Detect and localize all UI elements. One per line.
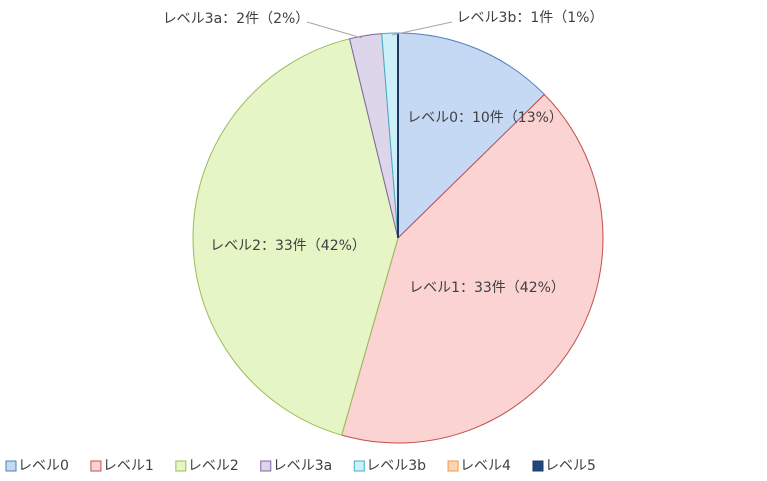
legend-label: レベル3b bbox=[366, 458, 426, 474]
data-label: レベル0：10件（13%） bbox=[407, 110, 563, 126]
legend-swatch bbox=[353, 460, 365, 472]
pie-slice bbox=[341, 93, 604, 444]
legend-swatch bbox=[532, 460, 544, 472]
data-label: レベル2：33件（42%） bbox=[210, 238, 366, 254]
pie-slice bbox=[192, 38, 399, 436]
legend-label: レベル3a bbox=[273, 458, 333, 474]
legend-label: レベル5 bbox=[545, 458, 596, 474]
leader-line bbox=[391, 21, 453, 36]
legend-swatch bbox=[5, 460, 17, 472]
legend-label: レベル2 bbox=[188, 458, 239, 474]
legend-swatch bbox=[90, 460, 102, 472]
pie-slice bbox=[397, 32, 546, 240]
data-label: レベル3a：2件（2%） bbox=[163, 11, 310, 27]
data-label: レベル3b：1件（1%） bbox=[457, 10, 604, 26]
data-label: レベル1：33件（42%） bbox=[409, 280, 565, 296]
legend-swatch bbox=[260, 460, 272, 472]
legend-label: レベル0 bbox=[18, 458, 69, 474]
legend-label: レベル4 bbox=[460, 458, 511, 474]
legend-label: レベル1 bbox=[103, 458, 154, 474]
legend-swatch bbox=[175, 460, 187, 472]
legend-swatch bbox=[447, 460, 459, 472]
leader-line bbox=[306, 21, 363, 39]
